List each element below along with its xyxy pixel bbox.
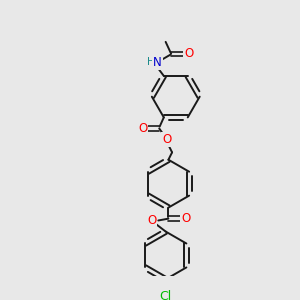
Text: O: O <box>147 214 157 227</box>
Text: N: N <box>153 56 162 69</box>
Text: O: O <box>181 212 190 225</box>
Text: Cl: Cl <box>160 290 172 300</box>
Text: O: O <box>162 133 171 146</box>
Text: O: O <box>184 47 193 60</box>
Text: O: O <box>138 122 147 135</box>
Text: H: H <box>147 57 155 67</box>
